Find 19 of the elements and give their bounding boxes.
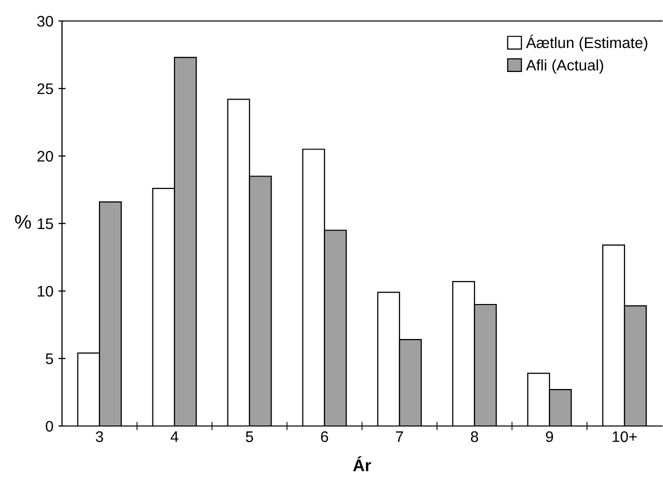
x-tick-label: 10+ xyxy=(612,431,637,442)
x-tick-label: 6 xyxy=(321,431,328,442)
y-tick-label: 20 xyxy=(37,150,54,162)
y-tick-label: 15 xyxy=(38,218,54,230)
y-tick-label: 0 xyxy=(46,420,54,432)
x-tick-label: 5 xyxy=(246,431,254,442)
x-tick-label: 9 xyxy=(546,431,554,442)
x-axis-title: Ár xyxy=(353,456,372,472)
legend-label: Áætlun (Estimate) xyxy=(526,34,648,52)
y-tick-label: 30 xyxy=(37,16,54,27)
y-tick-label: 10 xyxy=(38,286,54,297)
y-tick-label: 5 xyxy=(46,354,54,364)
x-tick-label: 3 xyxy=(96,431,104,442)
y-axis-title: % xyxy=(15,215,31,229)
x-tick-label: 8 xyxy=(470,431,478,442)
legend-label: Afli (Actual) xyxy=(526,59,604,74)
x-tick-label: 7 xyxy=(396,431,403,442)
x-tick-label: 4 xyxy=(170,431,178,442)
y-tick-label: 25 xyxy=(37,83,54,94)
